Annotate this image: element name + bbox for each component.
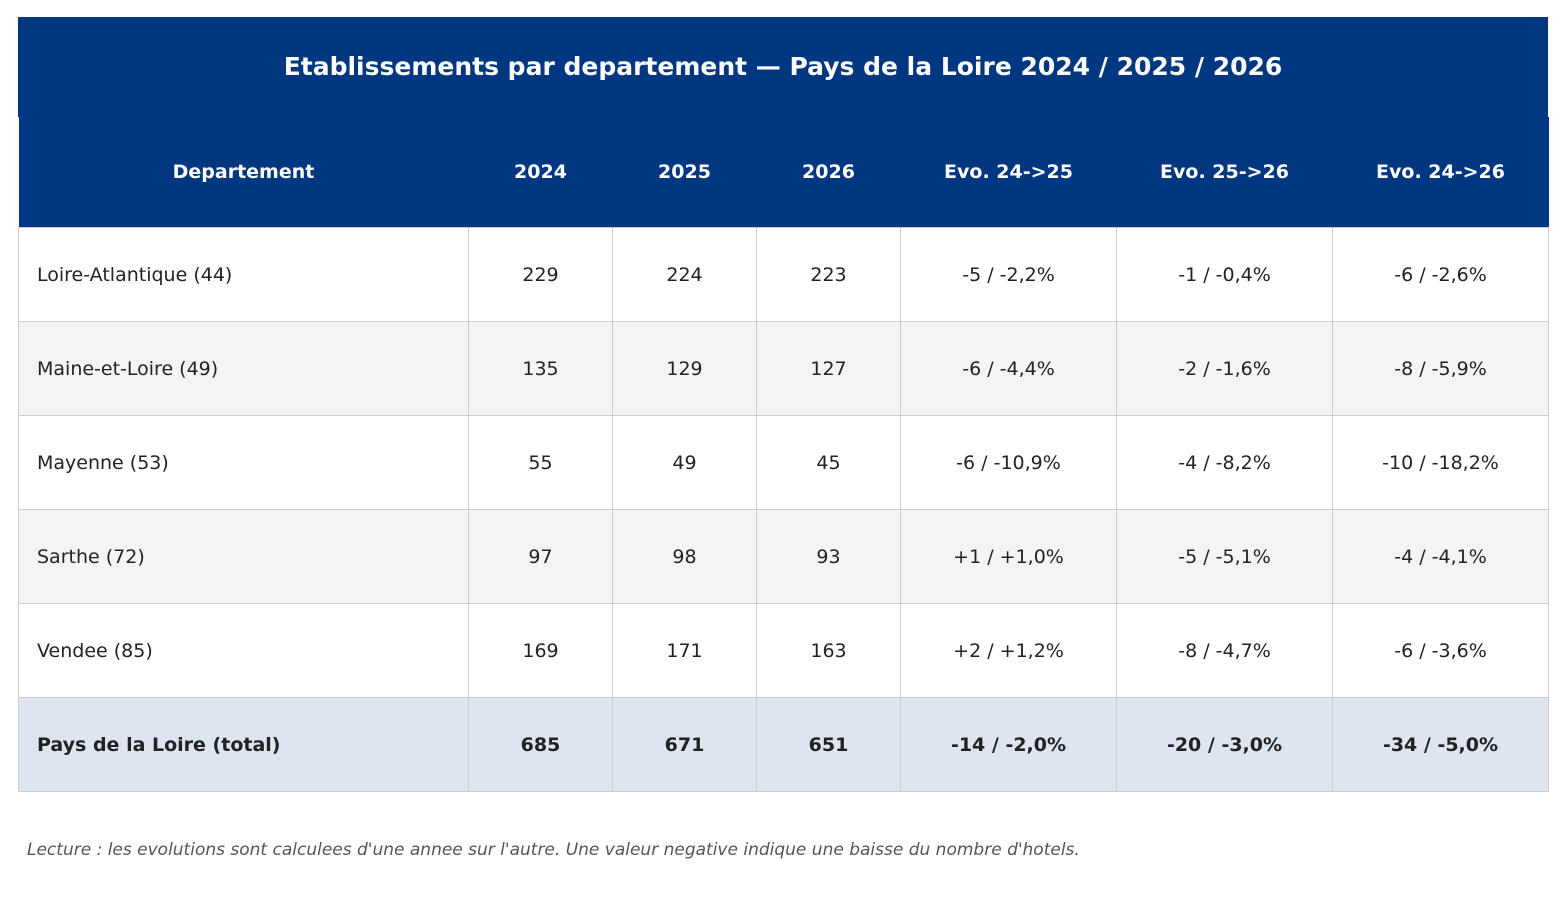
cell: -34 / -5,0% xyxy=(1332,697,1549,792)
header-cell: Evo. 24->25 xyxy=(900,117,1117,228)
cell: -4 / -4,1% xyxy=(1332,509,1549,604)
cell: -14 / -2,0% xyxy=(900,697,1117,792)
header-cell: 2025 xyxy=(612,117,757,228)
cell: 169 xyxy=(468,603,613,698)
row: Sarthe (72) 97 98 93 +1 / +1,0% -5 / -5,1% -4 … xyxy=(18,509,1549,604)
cell: -6 / -3,6% xyxy=(1332,603,1549,698)
cell: +1 / +1,0% xyxy=(900,509,1117,604)
header-cell: 2024 xyxy=(468,117,613,228)
cell: -4 / -8,2% xyxy=(1116,415,1333,510)
cell: 671 xyxy=(612,697,757,792)
cell: Pays de la Loire (total) xyxy=(18,697,469,792)
row: Maine-et-Loire (49) 135 129 127 -6 / -4,4% -2… xyxy=(18,321,1549,416)
cell: 129 xyxy=(612,321,757,416)
cell: 49 xyxy=(612,415,757,510)
cell: -2 / -1,6% xyxy=(1116,321,1333,416)
row: Vendee (85) 169 171 163 +2 / +1,2% -8 / -4,7%… xyxy=(18,603,1549,698)
header-cell: Evo. 24->26 xyxy=(1332,117,1549,228)
cell: Maine-et-Loire (49) xyxy=(18,321,469,416)
cell: 135 xyxy=(468,321,613,416)
cell: -5 / -5,1% xyxy=(1116,509,1333,604)
row: Loire-Atlantique (44) 229 224 223 -5 / -2,2%… xyxy=(18,227,1549,322)
cell: 163 xyxy=(756,603,901,698)
header-cell: 2026 xyxy=(756,117,901,228)
cell: -20 / -3,0% xyxy=(1116,697,1333,792)
cell: 224 xyxy=(612,227,757,322)
cell: -6 / -4,4% xyxy=(900,321,1117,416)
header-row: Departement 2024 2025 2026 Evo. 24->25 Evo. 2… xyxy=(18,117,1549,228)
cell: -6 / -10,9% xyxy=(900,415,1117,510)
total-row: Pays de la Loire (total) 685 671 651 -14 / -… xyxy=(18,697,1549,792)
cell: -6 / -2,6% xyxy=(1332,227,1549,322)
cell: -1 / -0,4% xyxy=(1116,227,1333,322)
cell: Sarthe (72) xyxy=(18,509,469,604)
table-card: Etablissements par departement — Pays de… xyxy=(18,17,1549,792)
cell: -5 / -2,2% xyxy=(900,227,1117,322)
cell: -8 / -4,7% xyxy=(1116,603,1333,698)
cell: 229 xyxy=(468,227,613,322)
cell: 223 xyxy=(756,227,901,322)
cell: Loire-Atlantique (44) xyxy=(18,227,469,322)
cell: 685 xyxy=(468,697,613,792)
footnote: Lecture : les evolutions sont calculees … xyxy=(27,840,1080,860)
cell: 98 xyxy=(612,509,757,604)
cell: Mayenne (53) xyxy=(18,415,469,510)
cell: Vendee (85) xyxy=(18,603,469,698)
cell: 93 xyxy=(756,509,901,604)
header-cell: Departement xyxy=(18,117,469,228)
cell: -8 / -5,9% xyxy=(1332,321,1549,416)
cell: +2 / +1,2% xyxy=(900,603,1117,698)
cell: 97 xyxy=(468,509,613,604)
title: Etablissements par departement — Pays de… xyxy=(18,17,1548,117)
table-body: Loire-Atlantique (44) 229 224 223 -5 / -2,2%… xyxy=(18,227,1549,792)
cell: 651 xyxy=(756,697,901,792)
cell: 127 xyxy=(756,321,901,416)
cell: 55 xyxy=(468,415,613,510)
header-cell: Evo. 25->26 xyxy=(1116,117,1333,228)
cell: 45 xyxy=(756,415,901,510)
row: Mayenne (53) 55 49 45 -6 / -10,9% -4 / -8,2% -… xyxy=(18,415,1549,510)
cell: 171 xyxy=(612,603,757,698)
cell: -10 / -18,2% xyxy=(1332,415,1549,510)
table: Departement 2024 2025 2026 Evo. 24->25 Evo. 2… xyxy=(18,117,1549,792)
